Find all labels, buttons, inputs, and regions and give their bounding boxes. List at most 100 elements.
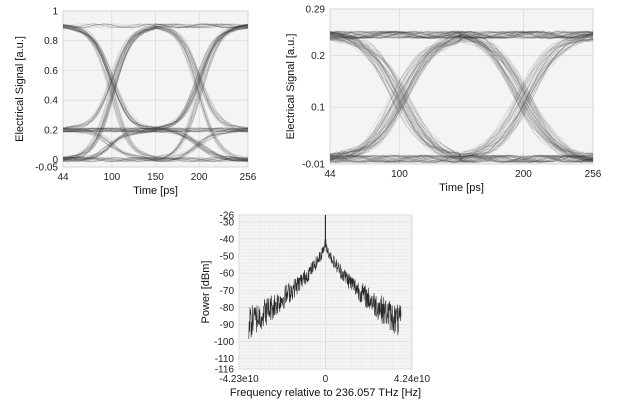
eye-trace (63, 27, 248, 160)
eye-trace (63, 127, 248, 161)
eye-trace (330, 154, 593, 164)
eye-trace (330, 39, 593, 164)
eye-trace (330, 30, 593, 156)
eye-trace (330, 40, 593, 162)
eye-trace (63, 25, 248, 163)
eye-trace (330, 30, 593, 40)
eye-trace (63, 27, 248, 133)
eye-trace (330, 30, 593, 157)
eye-trace (63, 25, 248, 163)
eye-trace (330, 40, 593, 164)
eye-trace (63, 26, 248, 132)
eye-trace (63, 24, 248, 130)
eye-trace (330, 31, 593, 159)
eye-trace (63, 127, 248, 161)
eye-trace (63, 24, 248, 130)
eye-trace (63, 127, 248, 160)
eye-trace (63, 127, 248, 133)
eye-trace (330, 31, 593, 160)
eye-trace (63, 24, 248, 133)
eye-trace (63, 25, 248, 163)
eye-trace (63, 23, 248, 160)
y-tick-label: 0 (52, 155, 58, 166)
eye-trace (63, 24, 248, 162)
eye-trace (63, 23, 248, 158)
eye-trace (63, 25, 248, 161)
x-axis-label: Frequency relative to 236.057 THz [Hz] (230, 387, 421, 399)
eye-trace (330, 32, 593, 157)
eye-trace (63, 127, 248, 162)
eye-trace (330, 31, 593, 155)
plot-area (329, 8, 594, 165)
eye-trace (330, 154, 593, 164)
eye-trace (63, 27, 248, 160)
eye-trace (63, 128, 248, 162)
eye-trace (330, 40, 593, 161)
eye-trace (63, 23, 248, 131)
eye-trace (330, 32, 593, 163)
eye-trace (330, 30, 593, 160)
x-tick-label: 4.24e10 (394, 374, 431, 385)
eye-trace (63, 25, 248, 160)
eye-trace (330, 33, 593, 164)
eye-trace (63, 127, 248, 161)
eye-trace (330, 33, 593, 164)
eye-trace (330, 36, 593, 164)
eye-trace (330, 35, 593, 160)
eye-trace (63, 26, 248, 163)
eye-trace (63, 24, 248, 133)
eye-trace (330, 34, 593, 158)
eye-trace (330, 41, 593, 161)
eye-trace (330, 154, 593, 164)
y-tick-label: -26 (220, 211, 235, 222)
eye-trace (63, 24, 248, 158)
eye-trace (330, 30, 593, 40)
x-tick-label: 100 (391, 169, 408, 180)
eye-trace (330, 33, 593, 164)
eye-diagram-right: 44 100 200 256 -0.01 0.1 0.2 0.29 Time [ps] Elect… (285, 5, 602, 195)
eye-trace (63, 127, 248, 133)
x-tick-label: 44 (324, 169, 336, 180)
eye-trace (63, 24, 248, 159)
eye-trace (330, 154, 593, 164)
eye-trace (63, 26, 248, 161)
eye-trace (330, 154, 593, 164)
eye-trace (330, 30, 593, 160)
eye-trace (63, 27, 248, 160)
eye-trace (330, 30, 593, 40)
eye-trace (330, 36, 593, 161)
eye-trace (330, 32, 593, 158)
eye-trace (63, 24, 248, 161)
eye-trace (330, 34, 593, 160)
eye-traces (63, 23, 248, 163)
eye-trace (63, 127, 248, 133)
eye-trace (330, 36, 593, 161)
eye-trace (330, 30, 593, 40)
eye-trace (330, 32, 593, 164)
y-tick-label: -50 (220, 252, 235, 263)
eye-trace (330, 154, 593, 163)
eye-trace (63, 25, 248, 162)
eye-trace (330, 30, 593, 39)
eye-trace (63, 26, 248, 160)
x-tick-label: -4.23e10 (219, 374, 259, 385)
eye-trace (330, 35, 593, 164)
eye-trace (63, 127, 248, 133)
eye-trace (63, 130, 248, 163)
eye-trace (330, 32, 593, 163)
eye-trace (63, 27, 248, 160)
eye-trace (63, 27, 248, 162)
eye-trace (330, 30, 593, 40)
eye-trace (330, 37, 593, 164)
eye-trace (330, 154, 593, 164)
eye-trace (63, 23, 248, 131)
eye-trace (63, 27, 248, 162)
eye-trace (63, 127, 248, 162)
eye-trace (330, 33, 593, 163)
eye-trace (330, 30, 593, 40)
eye-trace (330, 154, 593, 164)
eye-trace (330, 30, 593, 161)
y-tick-label: 0.2 (44, 125, 58, 136)
eye-trace (63, 127, 248, 161)
